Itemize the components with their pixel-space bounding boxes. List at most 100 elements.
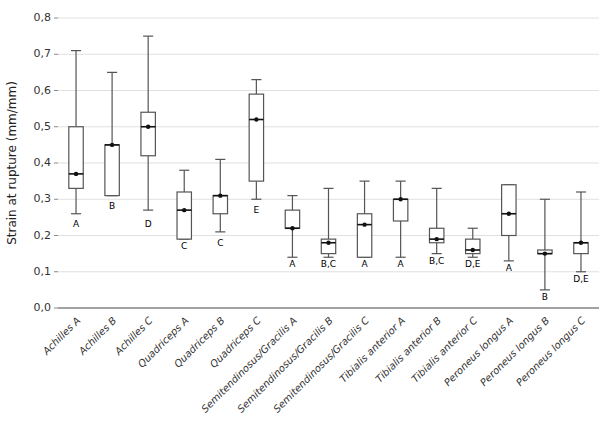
median-dot bbox=[254, 117, 258, 121]
box-group bbox=[357, 181, 371, 257]
annotation: B,C bbox=[429, 256, 444, 266]
annotation: D,E bbox=[573, 274, 589, 284]
box bbox=[69, 127, 83, 189]
lower-cap bbox=[576, 271, 586, 272]
annotation: A bbox=[289, 259, 296, 269]
tick-label: 0,5 bbox=[34, 120, 52, 133]
upper-whisker bbox=[544, 199, 545, 250]
upper-cap bbox=[576, 191, 586, 192]
tick-label: Tibialis anterior A bbox=[337, 315, 407, 385]
lower-cap bbox=[504, 260, 514, 261]
grid-line bbox=[58, 271, 599, 272]
box-group bbox=[429, 188, 443, 253]
lower-whisker bbox=[580, 254, 581, 272]
annotation: A bbox=[361, 259, 368, 269]
box bbox=[321, 239, 335, 254]
upper-cap bbox=[360, 181, 370, 182]
tick-label: 0,0 bbox=[34, 301, 52, 314]
upper-whisker bbox=[111, 72, 112, 145]
box-group bbox=[177, 170, 191, 239]
tick-label: 0,1 bbox=[34, 265, 52, 278]
annotation: B bbox=[542, 292, 548, 302]
tick-mark bbox=[54, 90, 58, 91]
median-dot bbox=[182, 208, 186, 212]
lower-cap bbox=[251, 199, 261, 200]
upper-whisker bbox=[580, 192, 581, 243]
lower-whisker bbox=[256, 181, 257, 199]
box bbox=[393, 199, 407, 221]
box-group bbox=[538, 199, 552, 290]
annotation: D,E bbox=[465, 259, 481, 269]
tick-label: 0,7 bbox=[34, 47, 52, 60]
annotation: B,C bbox=[321, 259, 336, 269]
upper-whisker bbox=[256, 80, 257, 95]
x-axis: Achilles AAchilles BAchilles CQuadriceps… bbox=[40, 315, 588, 415]
lower-whisker bbox=[544, 254, 545, 290]
annotation: D bbox=[145, 219, 152, 229]
box-group bbox=[393, 181, 407, 257]
median-dot bbox=[290, 226, 294, 230]
annotation: A bbox=[506, 263, 513, 273]
tick-mark bbox=[54, 199, 58, 200]
box-group bbox=[285, 196, 299, 258]
grid-line bbox=[58, 308, 599, 309]
box-group bbox=[105, 72, 119, 195]
tick-label: 0,8 bbox=[34, 11, 52, 24]
tick-mark bbox=[54, 235, 58, 236]
x-axis-line bbox=[58, 308, 599, 309]
lower-whisker bbox=[508, 236, 509, 261]
upper-whisker bbox=[220, 159, 221, 195]
upper-cap bbox=[179, 170, 189, 171]
median-dot bbox=[543, 251, 547, 255]
upper-cap bbox=[287, 195, 297, 196]
median-dot bbox=[218, 193, 222, 197]
grid-line bbox=[58, 90, 599, 91]
box bbox=[429, 228, 443, 243]
grid-line bbox=[58, 18, 599, 19]
lower-cap bbox=[215, 231, 225, 232]
box bbox=[357, 214, 371, 258]
annotation: B bbox=[109, 201, 115, 211]
median-dot bbox=[398, 197, 402, 201]
upper-cap bbox=[143, 36, 153, 37]
tick-mark bbox=[54, 271, 58, 272]
lower-whisker bbox=[436, 243, 437, 254]
tick-mark bbox=[54, 54, 58, 55]
grid-line bbox=[58, 126, 599, 127]
median-dot bbox=[110, 143, 114, 147]
tick-label: Peroneus longus B bbox=[478, 315, 551, 388]
upper-whisker bbox=[472, 228, 473, 239]
chart: 0,00,10,20,30,40,50,60,70,8Strain at rup… bbox=[0, 0, 613, 426]
upper-cap bbox=[540, 199, 550, 200]
tick-label: 0,6 bbox=[34, 84, 52, 97]
box bbox=[466, 239, 480, 254]
upper-whisker bbox=[400, 181, 401, 199]
upper-cap bbox=[251, 79, 261, 80]
upper-whisker bbox=[148, 36, 149, 112]
annotations: ABDCCEAB,CAAB,CD,EABD,E bbox=[73, 201, 589, 302]
grid-line bbox=[58, 163, 599, 164]
upper-cap bbox=[468, 228, 478, 229]
upper-whisker bbox=[75, 51, 76, 127]
annotation: C bbox=[181, 241, 187, 251]
upper-whisker bbox=[328, 188, 329, 239]
tick-mark bbox=[54, 163, 58, 164]
box bbox=[141, 112, 155, 156]
upper-cap bbox=[432, 188, 442, 189]
annotation: C bbox=[217, 238, 223, 248]
lower-cap bbox=[143, 210, 153, 211]
median-dot bbox=[507, 212, 511, 216]
annotation: A bbox=[73, 219, 80, 229]
lower-whisker bbox=[148, 156, 149, 210]
box bbox=[213, 196, 227, 214]
box-group bbox=[213, 159, 227, 232]
box bbox=[502, 185, 516, 236]
box-group bbox=[249, 80, 263, 200]
y-axis: 0,00,10,20,30,40,50,60,70,8 bbox=[34, 11, 600, 314]
lower-whisker bbox=[220, 214, 221, 232]
lower-cap bbox=[323, 257, 333, 258]
annotation: A bbox=[398, 259, 405, 269]
axis-label: Strain at rupture (mm/mm) bbox=[5, 81, 19, 245]
box bbox=[249, 94, 263, 181]
lower-cap bbox=[540, 289, 550, 290]
